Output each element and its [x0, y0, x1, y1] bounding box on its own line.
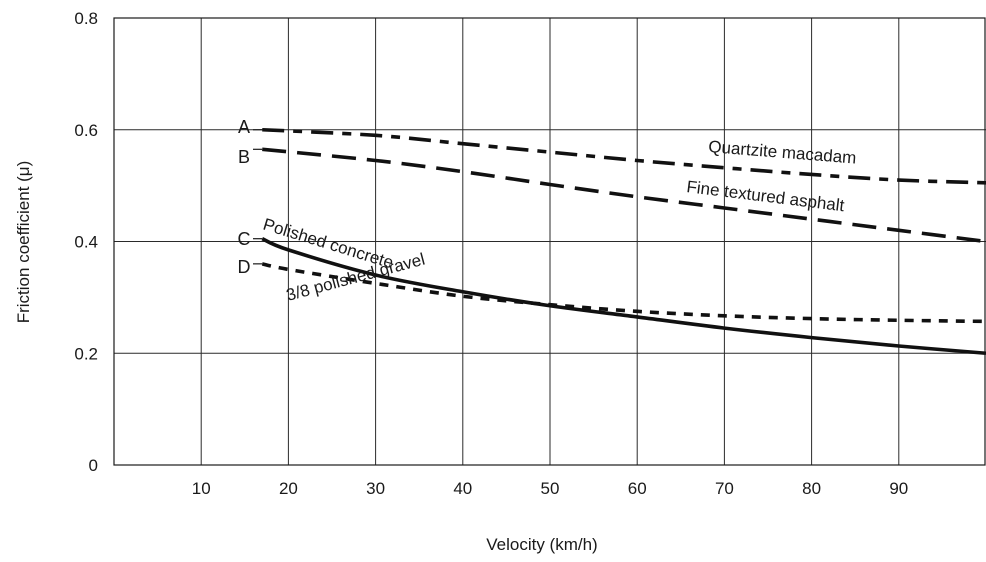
series-curves	[261, 127, 986, 356]
series-labels: A Quartzite macadam B Fine textured asphalt…	[238, 117, 858, 305]
x-tick-label: 20	[279, 479, 298, 498]
y-axis-title: Friction coefficient (μ)	[14, 161, 33, 324]
series-name-b: Fine textured asphalt	[686, 177, 846, 215]
x-tick-label: 10	[192, 479, 211, 498]
x-tick-label: 60	[628, 479, 647, 498]
y-axis-ticks: 0 0.2 0.4 0.6 0.8	[74, 9, 98, 475]
x-tick-label: 70	[715, 479, 734, 498]
series-line-a	[262, 127, 986, 185]
x-tick-label: 30	[366, 479, 385, 498]
series-letter-c: C	[238, 229, 251, 249]
y-tick-label: 0.4	[74, 233, 98, 252]
x-axis-ticks: 10 20 30 40 50 60 70 80 90	[192, 479, 909, 498]
series-letter-a: A	[238, 117, 250, 137]
series-name-a: Quartzite macadam	[708, 137, 857, 168]
y-tick-label: 0.6	[74, 121, 98, 140]
x-tick-label: 40	[453, 479, 472, 498]
series-line-c	[261, 237, 986, 356]
plot-frame	[113, 17, 986, 466]
x-tick-label: 90	[889, 479, 908, 498]
x-tick-label: 50	[541, 479, 560, 498]
series-letter-d: D	[238, 257, 251, 277]
series-letter-b: B	[238, 147, 250, 167]
series-line-d	[261, 262, 986, 324]
series-line-b	[262, 147, 986, 244]
y-tick-label: 0	[89, 456, 98, 475]
y-tick-label: 0.2	[74, 344, 98, 363]
y-tick-label: 0.8	[74, 9, 98, 28]
x-axis-title: Velocity (km/h)	[486, 535, 597, 554]
x-tick-label: 80	[802, 479, 821, 498]
